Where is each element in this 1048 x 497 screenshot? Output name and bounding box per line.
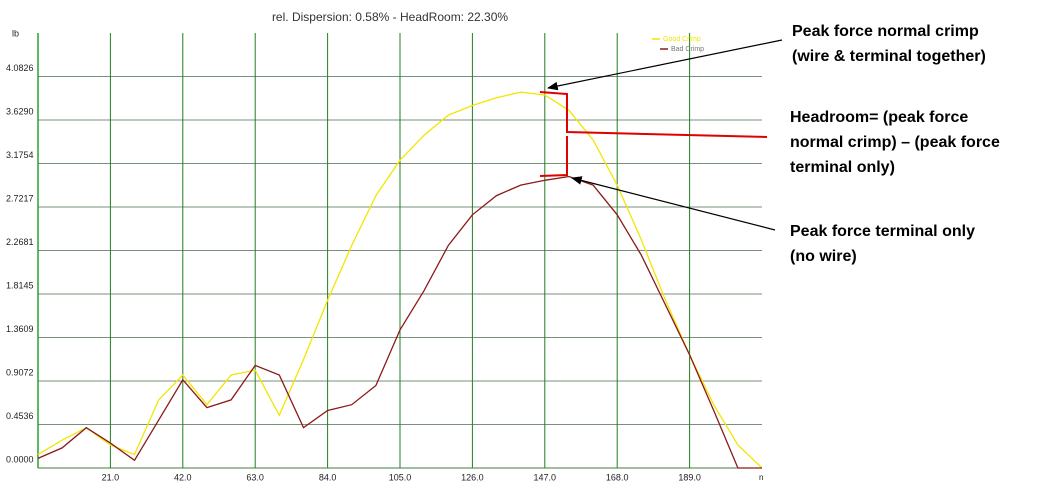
annotation: (no wire): [790, 248, 857, 265]
y-tick-label: 0.0000: [6, 454, 34, 464]
y-tick-label: 1.8145: [6, 280, 34, 290]
legend-label: Bad Crimp: [671, 46, 704, 53]
x-tick-label: 63.0: [246, 472, 264, 482]
chart-title: rel. Dispersion: 0.58% - HeadRoom: 22.30…: [272, 10, 508, 24]
y-tick-label: 2.7217: [6, 193, 34, 203]
headroom-bracket: [539, 91, 768, 177]
legend: Good Crimp Bad Crimp: [652, 36, 704, 53]
annotations: Peak force normal crimp (wire & terminal …: [790, 23, 1000, 265]
grid: 0.0000 0.4536 0.9072 1.3609 1.8145 2.2681 2.72…: [6, 33, 762, 482]
annotation: Peak force terminal only: [790, 223, 975, 240]
arrow: [570, 176, 776, 231]
annotation: Headroom= (peak force: [790, 109, 968, 126]
plot: [37, 91, 763, 469]
x-tick-label: 42.0: [174, 472, 192, 482]
annotation: Peak force normal crimp: [792, 23, 979, 40]
y-tick-label: 4.0826: [6, 63, 34, 73]
y-tick-label: 3.6290: [6, 106, 34, 116]
series-line: [37, 91, 763, 469]
annotation: (wire & terminal together): [792, 48, 986, 65]
x-tick-label: 189.0: [678, 472, 701, 482]
legend-label: Good Crimp: [663, 36, 701, 43]
y-tick-label: 0.9072: [6, 367, 34, 377]
x-axis-label: n: [759, 473, 763, 482]
series-line: [37, 175, 762, 469]
x-tick-label: 168.0: [606, 472, 629, 482]
x-tick-label: 105.0: [389, 472, 412, 482]
y-tick-label: 1.3609: [6, 324, 34, 334]
y-tick-label: 0.4536: [6, 411, 34, 421]
x-tick-label: 84.0: [319, 472, 337, 482]
annotation: terminal only): [790, 159, 895, 176]
y-tick-label: 3.1754: [6, 150, 34, 160]
arrow: [546, 39, 783, 91]
annotation: normal crimp) – (peak force: [790, 134, 1000, 151]
x-tick-label: 21.0: [102, 472, 120, 482]
x-tick-label: 147.0: [534, 472, 557, 482]
x-tick-label: 126.0: [461, 472, 484, 482]
y-tick-label: 2.2681: [6, 237, 34, 247]
y-axis-label: lb: [12, 28, 19, 38]
